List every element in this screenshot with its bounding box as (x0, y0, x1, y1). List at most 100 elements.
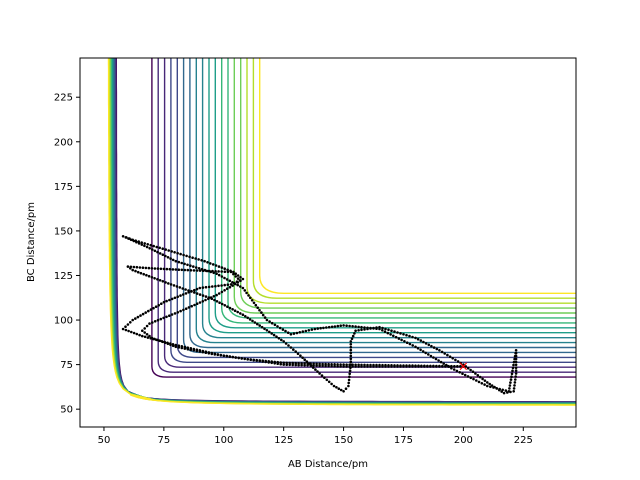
trajectory-point-587 (160, 302, 163, 306)
trajectory-point-625 (186, 346, 190, 350)
trajectory-point-707 (432, 365, 435, 368)
trajectory-point-421 (381, 329, 384, 332)
contour-inner-17 (107, 58, 576, 406)
trajectory-point-376 (504, 389, 508, 392)
trajectory-point-462 (263, 316, 267, 319)
trajectory-point-486 (209, 270, 213, 274)
trajectory-point-279 (349, 357, 353, 361)
trajectory-point-554 (229, 269, 232, 273)
trajectory-point-323 (451, 357, 455, 360)
trajectory-point-456 (278, 326, 282, 330)
trajectory-point-324 (454, 358, 457, 362)
trajectory-point-128 (193, 303, 196, 307)
trajectory-point-189 (142, 272, 145, 276)
trajectory-point-301 (390, 329, 393, 333)
trajectory-points (121, 235, 518, 395)
trajectory-point-580 (179, 294, 182, 297)
trajectory-point-511 (140, 243, 144, 246)
trajectory-point-374 (508, 387, 511, 390)
trajectory-point-467 (254, 303, 258, 307)
trajectory-point-409 (414, 345, 417, 349)
trajectory-point-662 (297, 363, 300, 367)
trajectory-point-563 (229, 283, 233, 286)
trajectory-point-494 (186, 263, 189, 267)
x-tick-label-100: 100 (214, 435, 233, 446)
trajectory-point-362 (514, 352, 517, 355)
trajectory-point-570 (207, 285, 211, 289)
trajectory-point-561 (235, 280, 239, 284)
trajectory-point-530 (158, 246, 161, 250)
trajectory-point-338 (488, 382, 492, 386)
trajectory-point-618 (166, 341, 169, 345)
trajectory-point-595 (139, 314, 142, 317)
trajectory-point-168 (171, 268, 175, 271)
trajectory-point-202 (178, 286, 182, 289)
contour-outer-12 (227, 58, 576, 319)
trajectory-point-473 (243, 289, 247, 292)
trajectory-point-119 (168, 314, 171, 318)
y-tick-label-125: 125 (54, 271, 73, 282)
trajectory-point-495 (183, 262, 186, 266)
y-tick-label-150: 150 (54, 226, 73, 237)
contour-outer-15 (246, 58, 576, 304)
trajectory-point-557 (236, 274, 240, 277)
trajectory-point-130 (198, 301, 202, 304)
trajectory-point-695 (396, 365, 399, 368)
trajectory-point-329 (466, 366, 470, 370)
trajectory-point-474 (241, 286, 245, 290)
trajectory-point-123 (179, 309, 182, 313)
trajectory-point-186 (134, 269, 137, 273)
trajectory-point-147 (234, 275, 237, 278)
trajectory-point-322 (448, 355, 452, 359)
contour-outer-9 (208, 58, 576, 334)
trajectory-point-690 (381, 365, 384, 368)
trajectory-point-600 (126, 323, 130, 326)
trajectory-point-308 (411, 335, 414, 339)
trajectory-point-616 (160, 340, 164, 343)
trajectory-point-630 (201, 349, 205, 353)
trajectory-point-411 (408, 342, 412, 346)
trajectory-point-364 (513, 357, 516, 361)
start-marker-layer: × (458, 359, 469, 374)
contour-outer-4 (176, 58, 576, 359)
trajectory-point-379 (495, 387, 498, 390)
trajectory-point-552 (223, 267, 226, 271)
trajectory-point-631 (204, 350, 208, 354)
trajectory-point-683 (360, 365, 363, 368)
trajectory-point-55 (297, 362, 300, 365)
trajectory-point-200 (172, 284, 176, 287)
trajectory-point-665 (306, 364, 309, 367)
trajectory-point-617 (163, 340, 166, 344)
trajectory-point-110 (143, 327, 146, 330)
trajectory-point-657 (282, 363, 286, 366)
trajectory-point-139 (223, 289, 226, 292)
trajectory-point-597 (134, 317, 137, 320)
trajectory-point-417 (392, 334, 395, 338)
trajectory-point-492 (192, 265, 195, 268)
trajectory-point-260 (323, 376, 326, 380)
trajectory-point-433 (345, 324, 348, 328)
trajectory-point-413 (403, 340, 406, 343)
trajectory-point-181 (132, 265, 136, 269)
trajectory-point-314 (427, 343, 431, 347)
trajectory-point-272 (347, 378, 351, 382)
trajectory-point-546 (206, 261, 209, 264)
trajectory-point-336 (483, 379, 487, 383)
trajectory-point-185 (131, 268, 134, 272)
trajectory-point-483 (217, 273, 221, 277)
contour-outer-6 (189, 58, 576, 349)
trajectory-point-524 (140, 241, 143, 244)
trajectory-point-146 (236, 277, 240, 280)
trajectory-point-575 (193, 288, 196, 292)
trajectory-point-673 (330, 364, 333, 368)
trajectory-point-571 (204, 285, 208, 289)
trajectory-point-664 (303, 363, 306, 367)
trajectory-point-422 (378, 327, 381, 331)
trajectory-point-292 (363, 328, 366, 331)
trajectory-point-678 (345, 365, 348, 368)
trajectory-point-601 (124, 325, 127, 329)
trajectory-point-153 (217, 270, 220, 273)
trajectory-point-624 (183, 345, 187, 349)
trajectory-point-249 (299, 354, 302, 358)
trajectory-point-229 (251, 319, 254, 323)
